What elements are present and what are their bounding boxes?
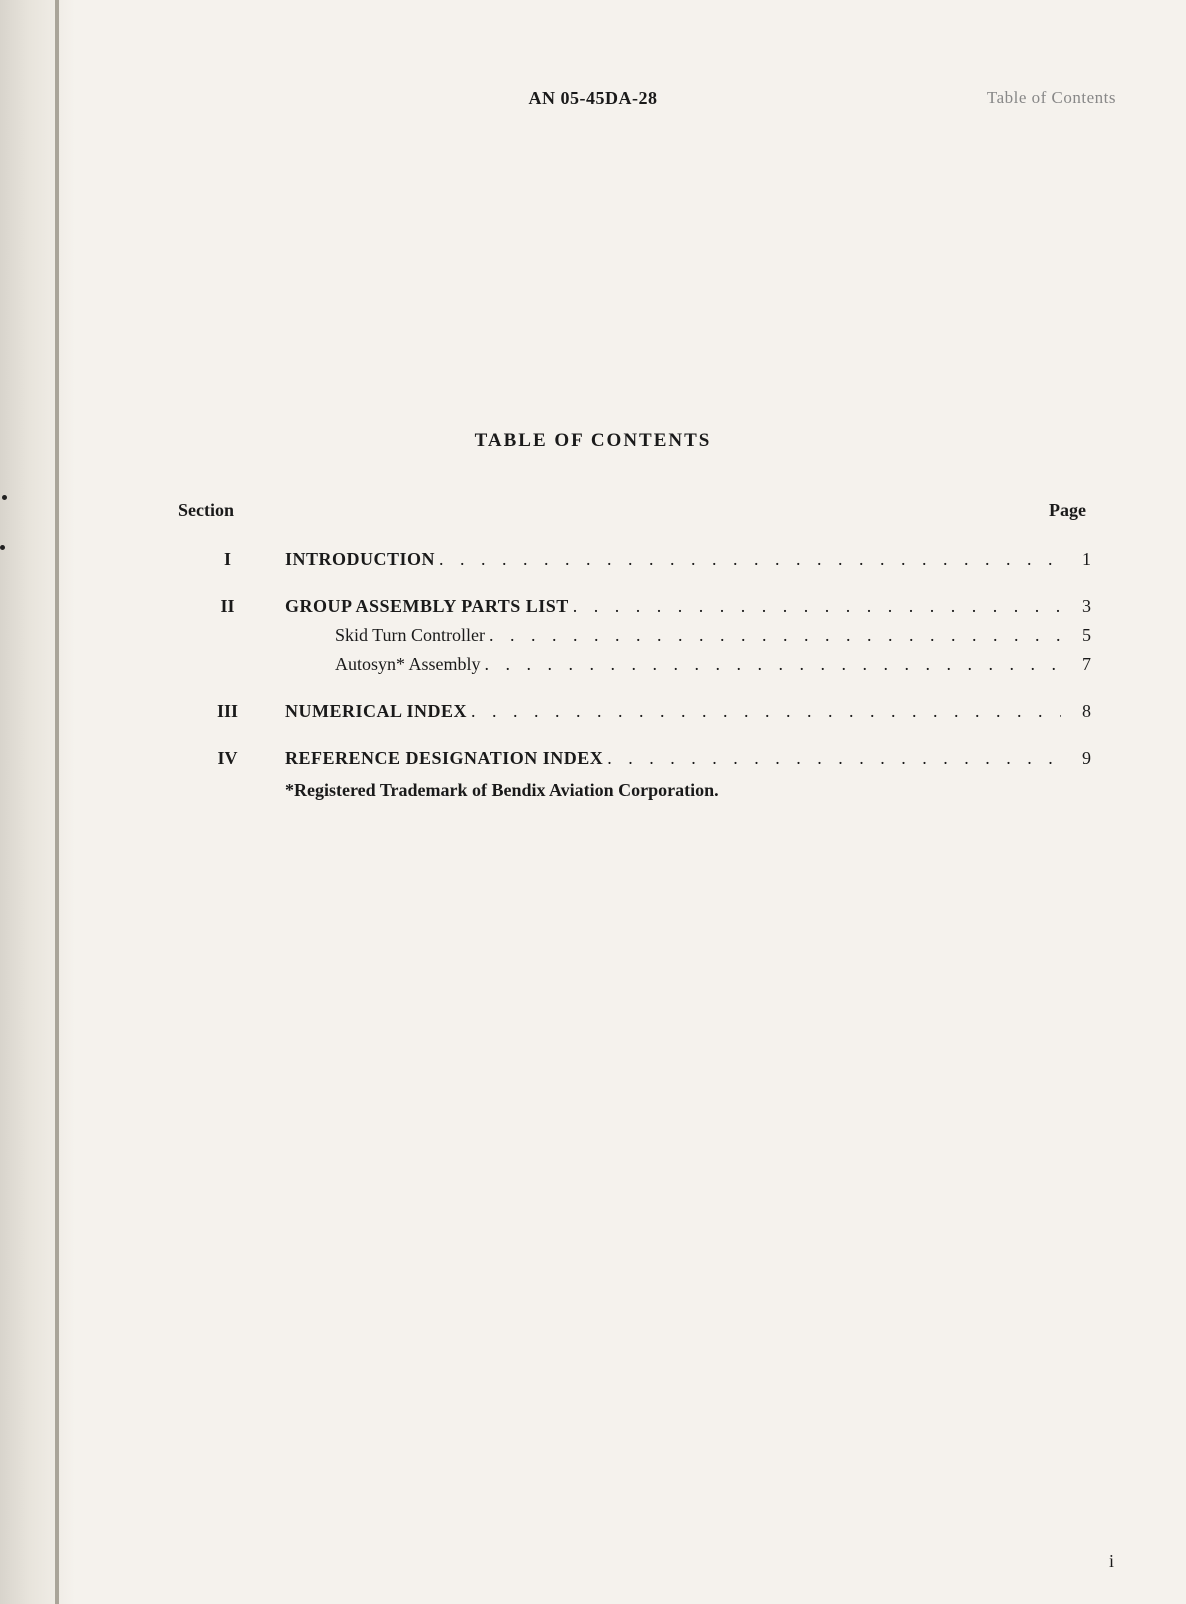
toc-leader-dots: . . . . . . . . . . . . . . . . . . . . …: [569, 596, 1061, 617]
toc-label: Autosyn* Assembly: [285, 654, 481, 675]
table-of-contents: Section Page IINTRODUCTION. . . . . . . …: [170, 500, 1091, 777]
toc-label-wrap: REFERENCE DESIGNATION INDEX. . . . . . .…: [285, 748, 1061, 769]
toc-label-wrap: INTRODUCTION. . . . . . . . . . . . . . …: [285, 549, 1061, 570]
toc-entry: IVREFERENCE DESIGNATION INDEX. . . . . .…: [170, 748, 1091, 769]
toc-page-number: 5: [1061, 625, 1091, 646]
toc-section-number: III: [170, 701, 285, 722]
toc-section-number: II: [170, 596, 285, 617]
toc-leader-dots: . . . . . . . . . . . . . . . . . . . . …: [435, 549, 1061, 570]
page-number: i: [1109, 1551, 1114, 1572]
toc-spacer: [170, 683, 1091, 701]
header-right-label: Table of Contents: [987, 88, 1116, 108]
toc-label-wrap: GROUP ASSEMBLY PARTS LIST. . . . . . . .…: [285, 596, 1061, 617]
toc-label-wrap: Skid Turn Controller. . . . . . . . . . …: [285, 625, 1061, 646]
toc-label-wrap: NUMERICAL INDEX. . . . . . . . . . . . .…: [285, 701, 1061, 722]
toc-header-section: Section: [178, 500, 234, 521]
toc-section-number: IV: [170, 748, 285, 769]
toc-entry: Autosyn* Assembly. . . . . . . . . . . .…: [170, 654, 1091, 675]
toc-header-page: Page: [1049, 500, 1086, 521]
toc-page-number: 8: [1061, 701, 1091, 722]
toc-column-headers: Section Page: [170, 500, 1091, 521]
toc-rows-container: IINTRODUCTION. . . . . . . . . . . . . .…: [170, 549, 1091, 769]
toc-label: REFERENCE DESIGNATION INDEX: [285, 748, 603, 769]
page-title: TABLE OF CONTENTS: [475, 430, 712, 452]
toc-entry: IIINUMERICAL INDEX. . . . . . . . . . . …: [170, 701, 1091, 722]
toc-leader-dots: . . . . . . . . . . . . . . . . . . . . …: [603, 748, 1061, 769]
document-id: AN 05-45DA-28: [529, 88, 658, 109]
toc-entry: Skid Turn Controller. . . . . . . . . . …: [170, 625, 1091, 646]
toc-leader-dots: . . . . . . . . . . . . . . . . . . . . …: [481, 654, 1061, 675]
toc-label-wrap: Autosyn* Assembly. . . . . . . . . . . .…: [285, 654, 1061, 675]
toc-entry: IINTRODUCTION. . . . . . . . . . . . . .…: [170, 549, 1091, 570]
toc-label: INTRODUCTION: [285, 549, 435, 570]
toc-label: NUMERICAL INDEX: [285, 701, 467, 722]
toc-page-number: 7: [1061, 654, 1091, 675]
toc-spacer: [170, 578, 1091, 596]
toc-section-number: I: [170, 549, 285, 570]
toc-spacer: [170, 730, 1091, 748]
toc-label: GROUP ASSEMBLY PARTS LIST: [285, 596, 569, 617]
toc-page-number: 3: [1061, 596, 1091, 617]
footnote: *Registered Trademark of Bendix Aviation…: [285, 780, 1091, 801]
page: AN 05-45DA-28 Table of Contents TABLE OF…: [0, 0, 1186, 1604]
toc-label: Skid Turn Controller: [285, 625, 485, 646]
toc-entry: IIGROUP ASSEMBLY PARTS LIST. . . . . . .…: [170, 596, 1091, 617]
toc-leader-dots: . . . . . . . . . . . . . . . . . . . . …: [467, 701, 1061, 722]
toc-page-number: 1: [1061, 549, 1091, 570]
toc-leader-dots: . . . . . . . . . . . . . . . . . . . . …: [485, 625, 1061, 646]
toc-page-number: 9: [1061, 748, 1091, 769]
